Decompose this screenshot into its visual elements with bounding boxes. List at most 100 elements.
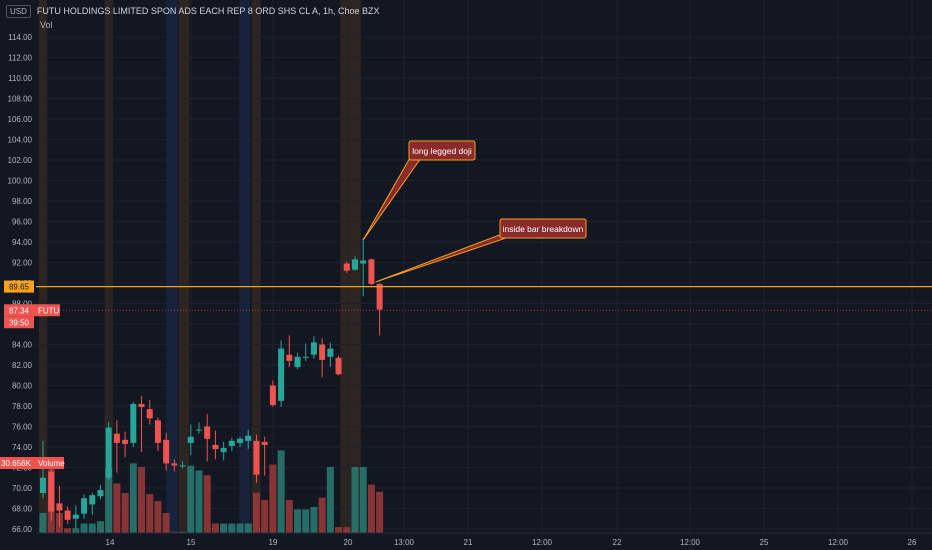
volume-bar [121,492,129,533]
callout-box [499,218,587,239]
y-tick-label: 100.00 [8,177,33,186]
price-labels: 89.65 87.34 FUTU 39:50 30.656K Volume [0,280,65,469]
volume-bar [220,523,228,533]
y-tick-label: 82.00 [12,361,33,370]
volume-bar [367,484,375,533]
volume-bar [310,507,318,533]
callout-text: long legged doji [412,146,472,156]
volume-bar [294,509,302,533]
candle-body [245,435,252,441]
volume-value-tag [0,457,64,469]
x-tick-label: 12:00 [828,538,849,547]
candle-body [220,448,227,453]
volume-bar [96,521,104,533]
candle-body [253,440,260,475]
volume-bar [244,523,252,533]
x-tick-label: 22 [613,538,622,547]
last-price-symbol: FUTU [38,306,60,315]
volume-bar [154,501,162,533]
countdown-tag [4,316,34,329]
candle-body [261,441,268,445]
candle-body [97,490,104,497]
volume-bar [236,523,244,533]
y-tick-label: 108.00 [8,95,33,104]
currency-badge[interactable]: USD [6,4,31,18]
session-stripe-4 [340,0,361,533]
session-stripe-6 [239,0,250,533]
y-tick-label: 114.00 [8,33,32,42]
candle-body [310,342,317,355]
volume-bar [88,523,96,533]
volume-bar [146,494,154,533]
volume-bar [326,466,334,533]
y-tick-label: 102.00 [8,156,33,165]
volume-bar [129,463,137,533]
volume-bar [277,450,285,533]
candle-body [138,403,145,408]
volume-bar [105,468,113,533]
y-tick-label: 88.00 [12,300,33,309]
volume-bar [302,509,310,533]
candle-body [154,420,161,443]
candle-body [130,403,137,443]
candle-body [269,385,276,405]
y-tick-label: 66.00 [12,525,33,534]
y-tick-label: 68.00 [12,505,33,514]
y-tick-label: 96.00 [12,218,33,227]
callout-annotations: long legged doji inside bar breakdown [362,140,587,283]
callout-0: long legged doji [362,140,476,241]
candle-body [40,477,46,494]
y-tick-label: 94.00 [12,238,33,247]
y-tick-label: 92.00 [12,259,33,268]
y-tick-label: 84.00 [12,341,33,350]
x-tick-label: 26 [908,538,917,547]
candle-body [237,438,244,443]
candle-body [278,348,285,401]
candle-body [122,439,129,444]
volume-bar [72,528,80,533]
candle-body [113,433,120,443]
volume-bar [113,483,121,533]
grid-lines [36,0,932,533]
candle-body [368,259,375,285]
candle-body [48,471,55,512]
volume-bar [269,464,277,533]
candle-body [228,440,235,446]
x-tick-label: 25 [760,538,769,547]
volume-bar [211,523,219,533]
candle-body [212,444,219,450]
volume-bar [359,466,367,533]
y-tick-label: 104.00 [8,136,33,145]
x-tick-label: 15 [187,538,196,547]
candle-body [319,344,326,360]
session-stripe-1 [104,0,113,533]
chart-header: USD FUTU HOLDINGS LIMITED SPON ADS EACH … [6,4,379,18]
candle-body [376,284,383,310]
candle-body [204,426,211,439]
candle-body [187,436,194,443]
volume-bar [39,512,47,533]
time-axis: 14 15 19 20 13:00 21 12:00 22 12:00 25 12:00 26 [36,532,932,547]
candle-body [89,495,96,505]
session-stripe-2 [178,0,190,533]
volume-bars [39,450,384,533]
volume-bar [343,527,351,533]
x-tick-label: 13:00 [394,538,415,547]
x-tick-label: 12:00 [680,538,701,547]
volume-name-text: Volume [38,459,65,468]
volume-bar [187,465,195,533]
last-price-text: 87.34 [9,306,30,315]
volume-value-text: 30.656K [1,459,31,468]
volume-bar [162,512,170,533]
y-tick-label: 106.00 [8,115,33,124]
hline-price-text: 89.65 [9,283,30,292]
candle-body [171,463,178,466]
y-tick-label: 76.00 [12,423,33,432]
volume-indicator-label[interactable]: Vol [40,20,53,30]
candle-body [294,356,301,368]
volume-bar [179,531,187,533]
countdown-text: 39:50 [9,318,30,327]
volume-bar [318,497,326,533]
